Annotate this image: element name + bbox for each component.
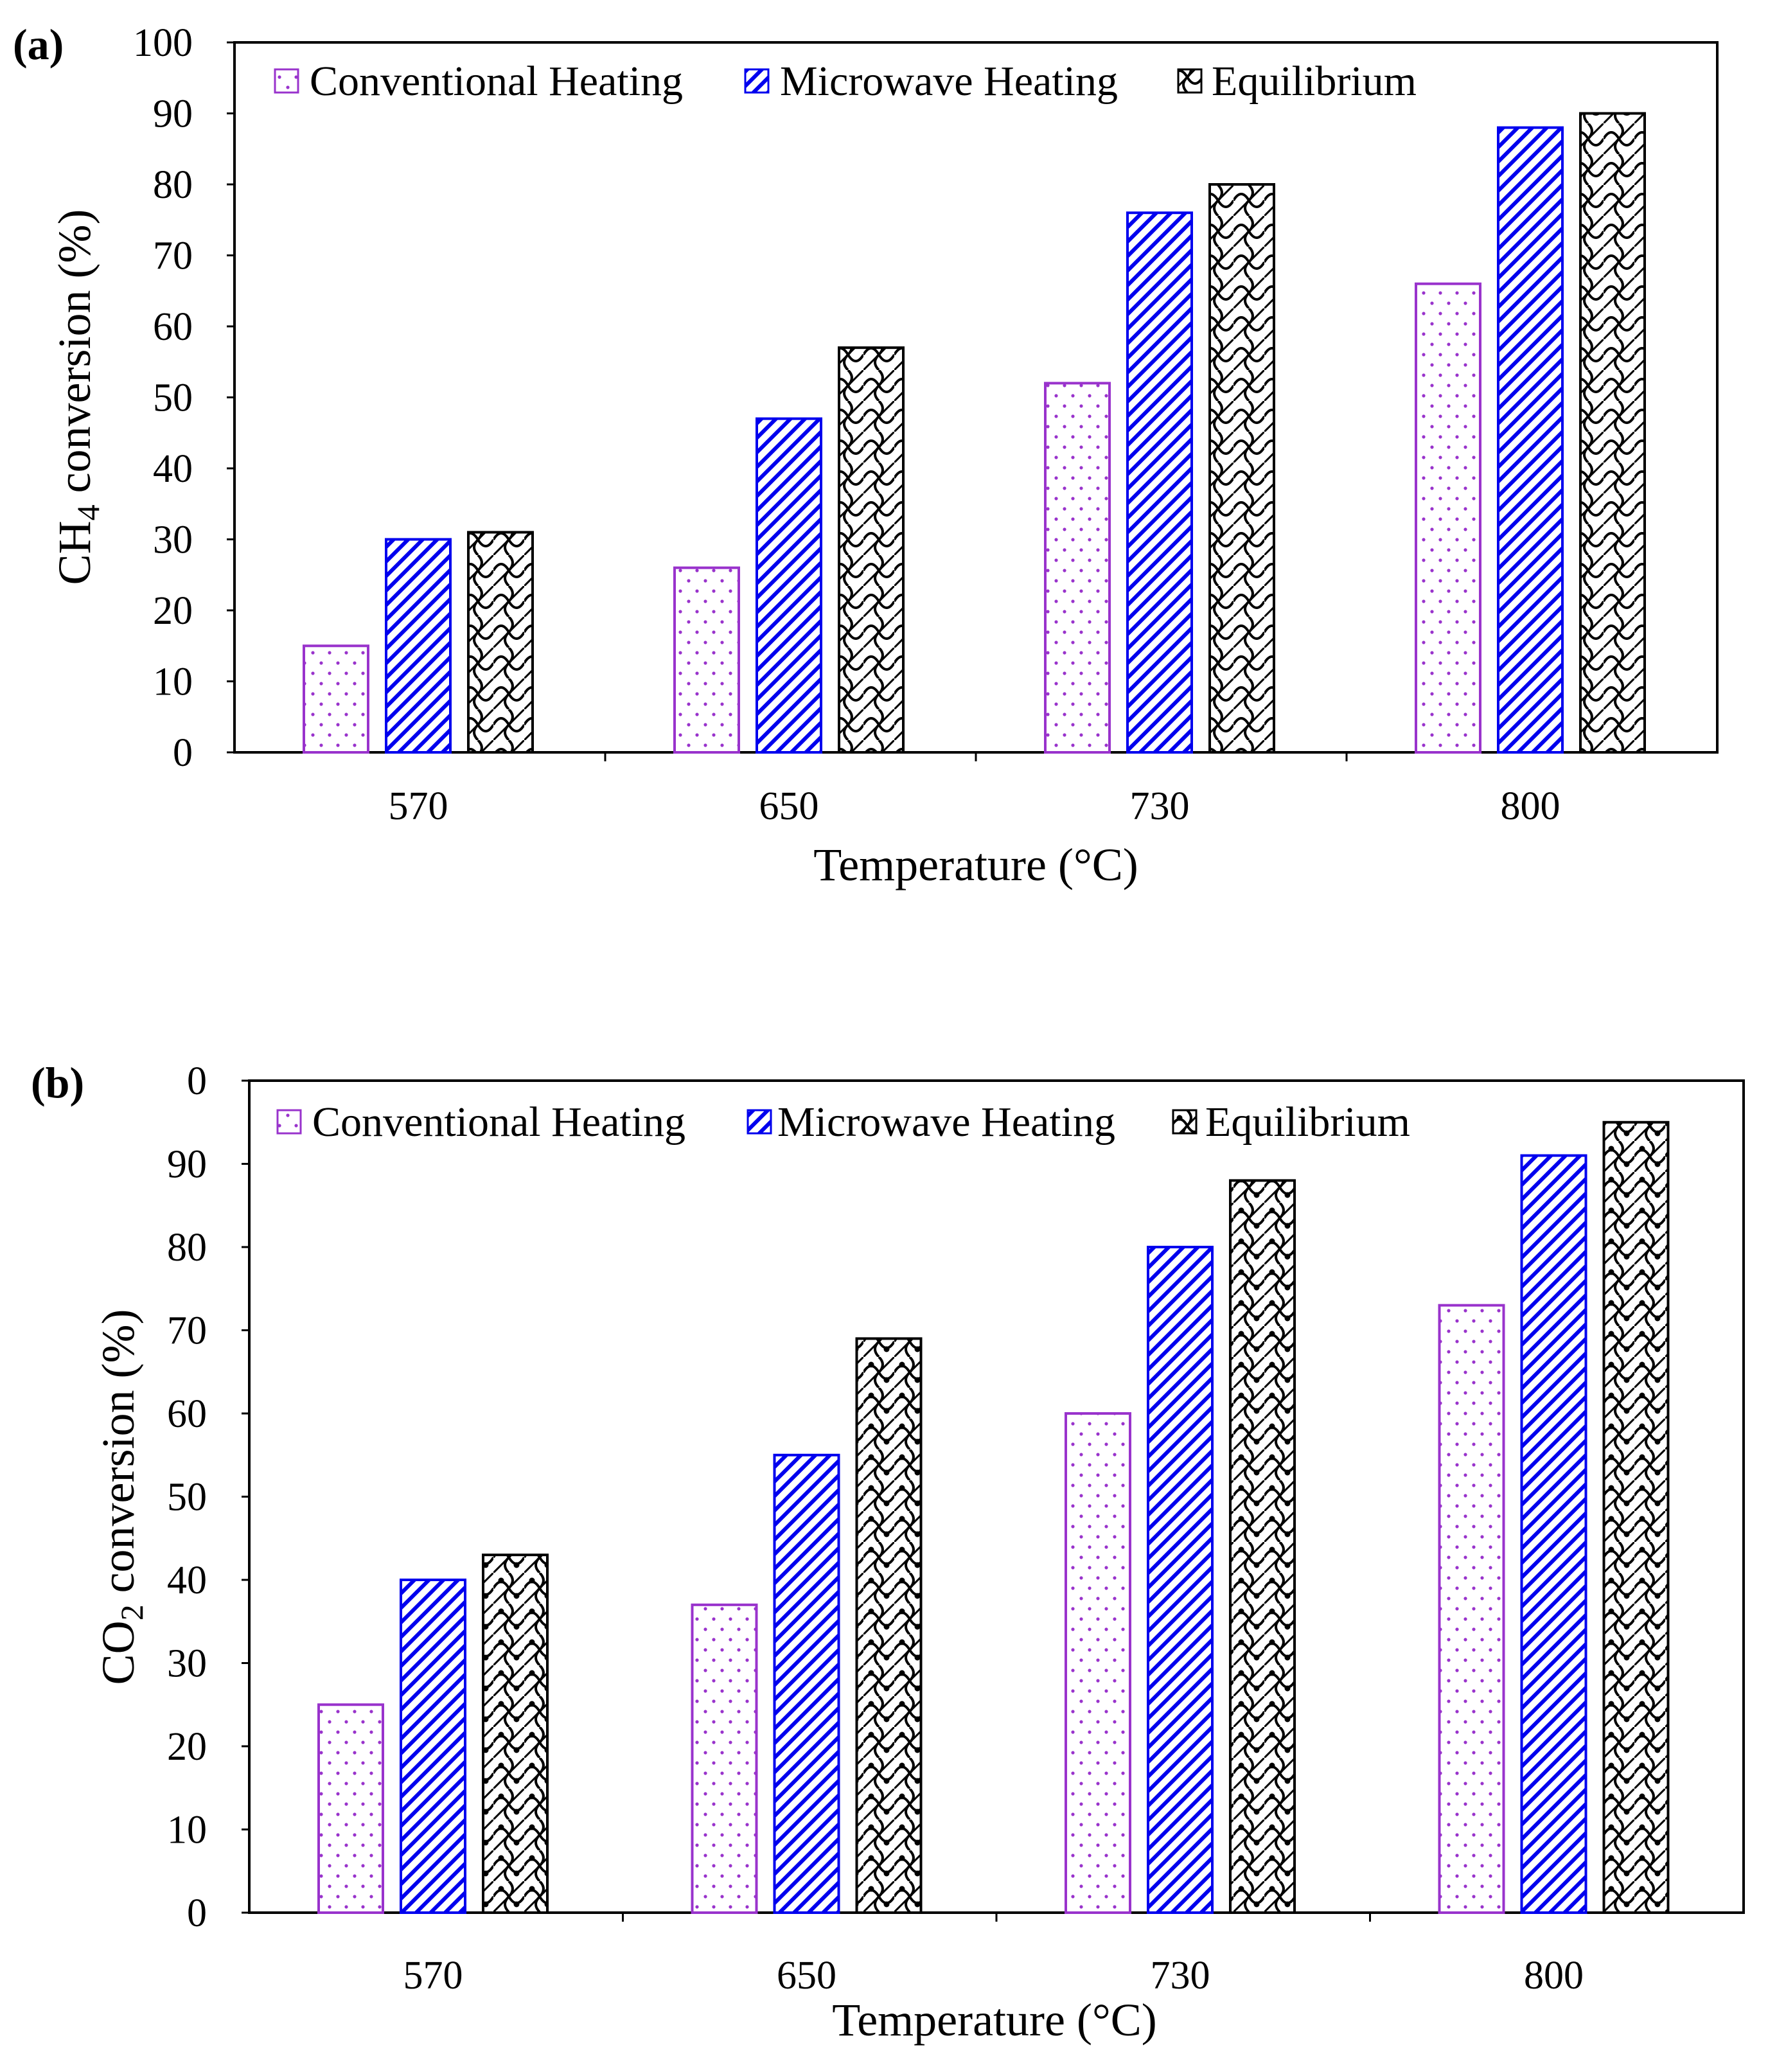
x-tick-label: 800 — [1501, 784, 1560, 828]
legend-label-conventional: Conventional Heating — [312, 1099, 685, 1146]
x-tick-label: 730 — [1151, 1954, 1210, 1997]
y-tick-label: 0 — [187, 1059, 207, 1103]
bar-microwave-730 — [1147, 1246, 1214, 1914]
y-axis-label-main: CO — [93, 1620, 144, 1685]
bar-equilibrium-650 — [855, 1337, 923, 1914]
legend-swatch-microwave — [747, 1109, 772, 1135]
bar-microwave-570 — [385, 538, 452, 754]
y-tick-label: 0 — [173, 731, 193, 775]
y-axis-label-rest: conversion (%) — [49, 209, 100, 505]
legend-swatch-microwave — [744, 68, 770, 94]
legend-label-conventional: Conventional Heating — [310, 58, 683, 105]
legend-swatch-conventional — [274, 68, 299, 94]
legend-swatch-equilibrium — [1177, 68, 1203, 94]
plot-frame — [233, 41, 1719, 754]
y-tick-label: 90 — [167, 1143, 207, 1187]
y-tick-label: 70 — [167, 1309, 207, 1353]
bar-conventional-800 — [1438, 1304, 1505, 1914]
x-axis-label: Temperature (°C) — [832, 1994, 1157, 2046]
bar-conventional-730 — [1065, 1412, 1131, 1914]
y-tick-label: 10 — [167, 1809, 207, 1852]
x-tick-label: 650 — [777, 1954, 836, 1997]
y-tick-label: 100 — [133, 21, 193, 65]
bar-group — [317, 1120, 1670, 1915]
legend-label-equilibrium: Equilibrium — [1205, 1099, 1410, 1146]
x-tick-label: 570 — [389, 784, 448, 828]
y-tick-label: 70 — [153, 235, 193, 278]
bar-conventional-650 — [673, 566, 740, 754]
bar-microwave-800 — [1497, 126, 1564, 754]
y-tick-label: 10 — [153, 660, 193, 704]
legend-label-equilibrium: Equilibrium — [1212, 58, 1417, 105]
bar-conventional-730 — [1044, 382, 1111, 754]
x-axis-ticks: 570 650 730 800 — [403, 1913, 1584, 1997]
y-axis-label-rest: conversion (%) — [93, 1309, 144, 1605]
y-tick-label: 0 — [187, 1891, 207, 1935]
y-tick-label: 40 — [167, 1559, 207, 1602]
y-tick-label: 50 — [153, 376, 193, 420]
chart-panel-b: (b) 0 10 20 30 40 50 60 70 80 90 0 570 650 730 800 Co… — [31, 1058, 1745, 2046]
y-tick-label: 50 — [167, 1476, 207, 1519]
y-tick-label: 20 — [167, 1725, 207, 1769]
bar-conventional-800 — [1415, 282, 1481, 754]
x-tick-label: 570 — [403, 1954, 463, 1997]
bar-conventional-570 — [317, 1703, 384, 1914]
panel-label: (b) — [31, 1058, 84, 1107]
legend-label-microwave: Microwave Heating — [780, 58, 1118, 105]
legend-swatch-equilibrium — [1172, 1109, 1198, 1135]
y-tick-label: 80 — [167, 1226, 207, 1270]
y-axis-label: CO2 conversion (%) — [93, 1309, 150, 1685]
plot-frame — [248, 1079, 1745, 1914]
y-tick-label: 60 — [153, 305, 193, 349]
y-tick-label: 60 — [167, 1392, 207, 1436]
y-axis-ticks: 0 10 20 30 40 50 60 70 80 90 100 — [133, 21, 234, 775]
x-axis-ticks: 570 650 730 800 — [389, 752, 1560, 828]
y-tick-label: 20 — [153, 589, 193, 633]
x-tick-label: 730 — [1130, 784, 1190, 828]
bar-group — [303, 112, 1646, 754]
panel-label: (a) — [13, 20, 64, 69]
bar-equilibrium-570 — [467, 531, 534, 754]
bar-conventional-650 — [691, 1603, 758, 1915]
bar-microwave-650 — [756, 417, 822, 754]
legend: Conventional Heating Microwave Heating E… — [274, 58, 1417, 105]
bar-conventional-570 — [303, 644, 369, 754]
y-tick-label: 30 — [153, 518, 193, 562]
y-axis-label-sub: 2 — [114, 1604, 150, 1620]
y-tick-label: 40 — [153, 447, 193, 491]
bar-microwave-800 — [1520, 1154, 1587, 1914]
y-axis-label: CH4 conversion (%) — [49, 209, 106, 585]
bar-equilibrium-800 — [1579, 112, 1646, 754]
y-axis-label-sub: 4 — [70, 504, 106, 520]
legend-label-microwave: Microwave Heating — [777, 1099, 1115, 1146]
legend: Conventional Heating Microwave Heating E… — [276, 1099, 1410, 1146]
y-axis-label-main: CH — [49, 520, 100, 585]
bar-equilibrium-650 — [838, 346, 905, 754]
y-tick-label: 30 — [167, 1642, 207, 1686]
bar-microwave-730 — [1126, 211, 1193, 754]
y-tick-label: 90 — [153, 93, 193, 136]
bar-microwave-650 — [773, 1453, 840, 1914]
legend-swatch-conventional — [276, 1109, 302, 1135]
bar-equilibrium-730 — [1208, 183, 1275, 754]
x-tick-label: 650 — [759, 784, 819, 828]
bar-equilibrium-570 — [482, 1554, 549, 1914]
x-axis-label: Temperature (°C) — [813, 839, 1138, 890]
bar-microwave-570 — [400, 1579, 466, 1914]
x-tick-label: 800 — [1524, 1954, 1584, 1997]
y-axis-ticks: 0 10 20 30 40 50 60 70 80 90 0 — [167, 1059, 249, 1935]
bar-equilibrium-730 — [1229, 1179, 1296, 1914]
bar-equilibrium-800 — [1602, 1120, 1670, 1914]
y-tick-label: 80 — [153, 163, 193, 207]
